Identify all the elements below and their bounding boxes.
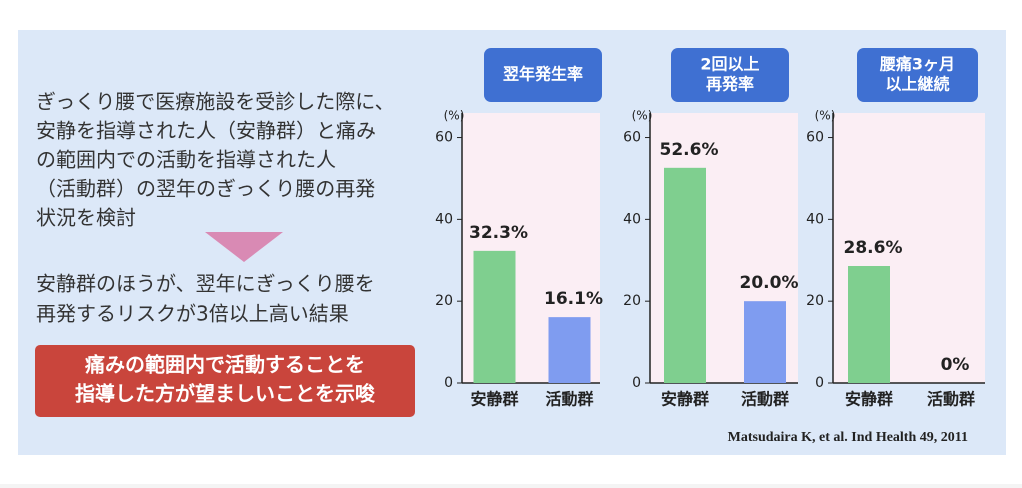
value-label: 32.3% bbox=[469, 223, 528, 243]
y-tick-label: 20 bbox=[806, 293, 824, 309]
y-tick-label: 0 bbox=[632, 375, 641, 391]
arrow bbox=[205, 232, 283, 262]
y-axis-label: (%) bbox=[444, 109, 465, 123]
bar bbox=[744, 301, 786, 383]
value-label: 28.6% bbox=[844, 238, 903, 258]
study-text: （活動群）の翌年のぎっくり腰の再発 bbox=[36, 177, 375, 201]
bar bbox=[848, 266, 890, 383]
study-text: 安静を指導された人（安静群）と痛み bbox=[36, 119, 376, 143]
citation: Matsudaira K, et al. Ind Health 49, 2011 bbox=[728, 430, 968, 445]
value-label: 16.1% bbox=[544, 289, 603, 309]
title-box bbox=[857, 48, 978, 102]
conclusion-text: 痛みの範囲内で活動することを bbox=[85, 353, 365, 377]
x-tick-label: 活動群 bbox=[927, 390, 975, 409]
y-tick-label: 40 bbox=[806, 211, 824, 227]
bar bbox=[473, 250, 516, 383]
y-tick-label: 20 bbox=[623, 293, 641, 309]
bar bbox=[548, 317, 591, 383]
y-tick-label: 60 bbox=[623, 130, 641, 146]
y-axis-label: (%) bbox=[815, 109, 836, 123]
y-tick-label: 60 bbox=[806, 130, 824, 146]
chart-title: 以上継続 bbox=[885, 75, 949, 94]
x-tick-label: 安静群 bbox=[661, 390, 709, 409]
title-box bbox=[671, 48, 789, 102]
value-label: 0% bbox=[941, 355, 970, 375]
y-tick-label: 40 bbox=[623, 211, 641, 227]
result-text: 再発するリスクが3倍以上高い結果 bbox=[36, 302, 349, 326]
y-tick-label: 0 bbox=[815, 375, 824, 391]
value-label: 20.0% bbox=[740, 273, 799, 293]
chart-title: 再発率 bbox=[706, 75, 754, 94]
x-tick-label: 安静群 bbox=[470, 390, 518, 409]
value-label: 52.6% bbox=[660, 140, 719, 160]
y-axis-label: (%) bbox=[632, 109, 653, 123]
x-tick-label: 活動群 bbox=[741, 390, 789, 409]
chart-title: 2回以上 bbox=[700, 55, 759, 74]
title-box bbox=[484, 48, 602, 102]
result-text: 安静群のほうが、翌年にぎっくり腰を bbox=[36, 272, 375, 296]
study-text: ぎっくり腰で医療施設を受診した際に、 bbox=[36, 90, 395, 114]
x-tick-label: 安静群 bbox=[845, 390, 893, 409]
chart-title: 腰痛3ヶ月 bbox=[880, 55, 955, 74]
y-tick-label: 20 bbox=[435, 293, 453, 309]
y-tick-label: 40 bbox=[435, 211, 453, 227]
x-tick-label: 活動群 bbox=[545, 390, 593, 409]
y-tick-label: 0 bbox=[444, 375, 453, 391]
conclusion-text: 指導した方が望ましいことを示唆 bbox=[75, 382, 376, 406]
y-tick-label: 60 bbox=[435, 130, 453, 146]
bar bbox=[664, 167, 706, 383]
conclusion-box bbox=[35, 345, 415, 417]
study-text: 状況を検討 bbox=[36, 206, 136, 230]
study-text: の範囲内での活動を指導された人 bbox=[36, 148, 336, 172]
chart-title: 翌年発生率 bbox=[503, 65, 583, 84]
